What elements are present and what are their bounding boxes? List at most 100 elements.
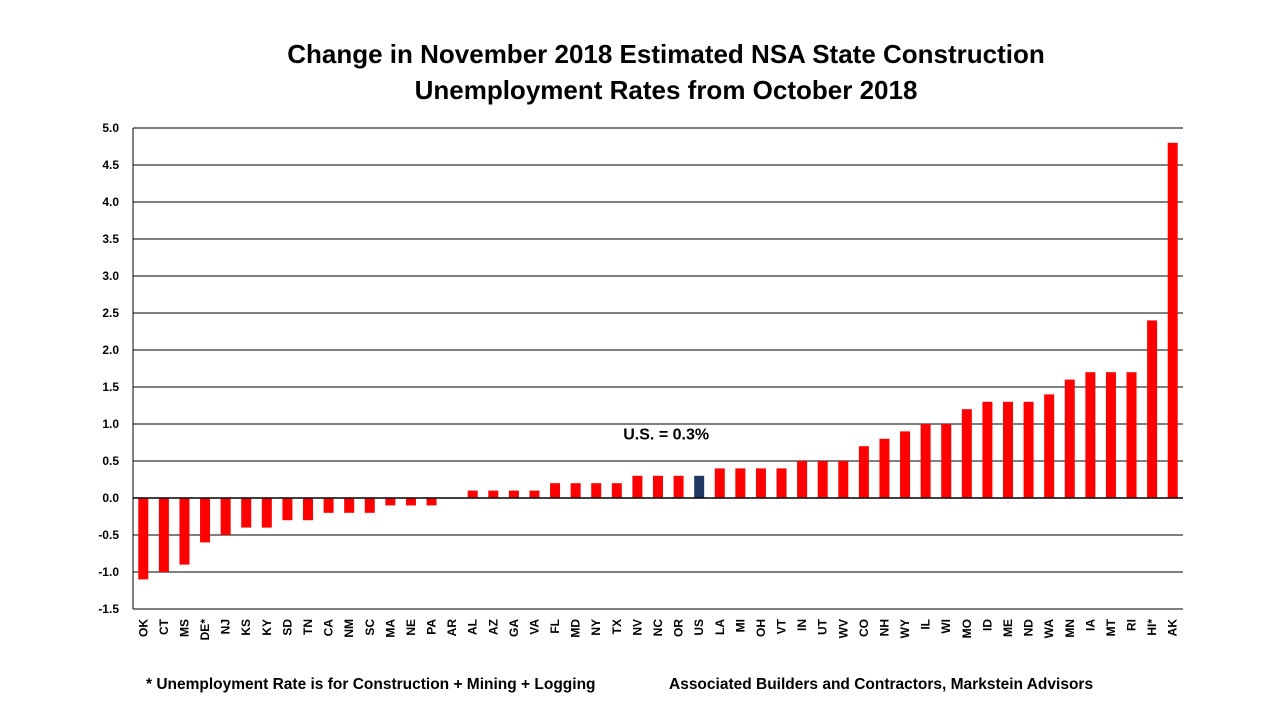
bar-ct — [158, 498, 169, 572]
bar-wi — [941, 424, 952, 498]
x-tick-label: TN — [301, 619, 315, 635]
x-tick-label: OK — [136, 619, 150, 637]
annotations: U.S. = 0.3% — [623, 427, 709, 444]
x-tick-label: IL — [919, 619, 933, 630]
bar-nm — [344, 498, 355, 513]
bar-ri — [1126, 372, 1137, 498]
bar-az — [488, 490, 499, 498]
x-tick-label: WA — [1042, 619, 1056, 639]
x-tick-label: IN — [795, 619, 809, 631]
bar-ny — [591, 483, 602, 498]
bar-ky — [261, 498, 272, 528]
bar-il — [920, 424, 931, 498]
bar-in — [797, 461, 808, 498]
bar-md — [570, 483, 581, 498]
bar-sd — [282, 498, 293, 521]
x-tick-label: IA — [1083, 619, 1097, 631]
bar-ca — [323, 498, 334, 513]
chart-title-line-2: Unemployment Rates from October 2018 — [414, 75, 918, 105]
x-tick-label: MS — [177, 619, 191, 637]
bar-ks — [241, 498, 252, 528]
bar-ia — [1085, 372, 1096, 498]
x-tick-label: CT — [157, 618, 171, 635]
bar-nc — [653, 475, 663, 498]
y-tick-label: 5.0 — [102, 121, 119, 135]
x-tick-label: VA — [527, 619, 541, 635]
x-tick-label: GA — [507, 619, 521, 637]
bar-mt — [1105, 372, 1116, 498]
x-tick-label: CO — [857, 619, 871, 637]
x-tick-label: OH — [754, 619, 768, 637]
y-tick-label: -0.5 — [98, 528, 119, 542]
y-tick-label: -1.0 — [98, 565, 119, 579]
bar-nh — [879, 438, 890, 498]
bar-fl — [550, 483, 561, 498]
y-tick-label: 1.0 — [102, 417, 119, 431]
bar-ma — [385, 498, 396, 506]
x-tick-label: MA — [383, 619, 397, 638]
y-tick-label: 0.5 — [102, 454, 119, 468]
x-tick-label: NC — [651, 619, 665, 637]
x-tick-label: UT — [816, 618, 830, 635]
x-tick-label: MO — [960, 619, 974, 638]
y-tick-label: -1.5 — [98, 602, 119, 616]
x-tick-label: SC — [363, 619, 377, 636]
bars — [138, 142, 1178, 580]
bar-nv — [632, 475, 643, 498]
bar-mi — [735, 468, 746, 498]
bar-wa — [1044, 394, 1055, 498]
x-tick-labels: OK CT MS DE* NJ KS KY SD TN CA NM SC MA NE PA AR AL AZ GA V… — [136, 618, 1179, 640]
y-tick-labels: 5.0 4.5 4.0 3.5 3.0 2.5 2.0 1.5 1.0 0.5 0.0 -0.5 -1.… — [98, 121, 119, 616]
footnote-source: Associated Builders and Contractors, Mar… — [669, 676, 1094, 693]
bar-vt — [776, 468, 787, 498]
x-tick-label: ME — [1001, 619, 1015, 637]
x-tick-label: NV — [630, 619, 644, 636]
bar-oh — [755, 468, 766, 498]
x-tick-label: AL — [466, 619, 480, 635]
x-tick-label: NE — [404, 619, 418, 636]
x-tick-label: SD — [280, 619, 294, 636]
bar-mn — [1064, 379, 1075, 498]
bar-wv — [838, 461, 849, 498]
bar-va — [529, 490, 540, 498]
x-tick-label: KY — [260, 619, 274, 636]
bar-tx — [611, 483, 622, 498]
x-tick-label: TX — [610, 619, 624, 634]
x-tick-label: MT — [1104, 618, 1118, 636]
x-tick-label: AZ — [486, 619, 500, 635]
y-tick-label: 3.5 — [102, 232, 119, 246]
x-tick-label: US — [692, 619, 706, 636]
axes — [132, 128, 1183, 610]
x-tick-label: MD — [569, 619, 583, 638]
bar-ut — [817, 461, 828, 498]
bar-de — [200, 498, 211, 543]
x-tick-label: FL — [548, 619, 562, 634]
x-tick-label: DE* — [198, 619, 212, 641]
x-tick-label: NY — [589, 619, 603, 636]
bar-nd — [1023, 401, 1034, 498]
x-tick-label: PA — [425, 619, 439, 635]
x-tick-label: LA — [713, 619, 727, 635]
bar-id — [982, 401, 993, 498]
x-tick-label: HI* — [1145, 619, 1159, 636]
x-tick-label: MI — [733, 619, 747, 632]
x-tick-label: WI — [939, 619, 953, 634]
us-annotation: U.S. = 0.3% — [623, 427, 709, 444]
bar-nj — [220, 498, 231, 535]
x-tick-label: KS — [239, 619, 253, 636]
bar-pa — [426, 498, 437, 506]
bar-hi — [1147, 320, 1158, 498]
bar-me — [1003, 401, 1013, 498]
x-tick-label: CA — [322, 619, 336, 637]
bar-us — [694, 475, 705, 498]
y-tick-label: 1.5 — [102, 380, 119, 394]
x-tick-label: VT — [775, 618, 789, 634]
x-tick-label: AK — [1166, 619, 1180, 637]
bar-sc — [364, 498, 375, 513]
bar-mo — [961, 409, 972, 498]
bar-ms — [179, 498, 190, 565]
y-tick-label: 4.5 — [102, 158, 119, 172]
y-tick-label: 3.0 — [102, 269, 119, 283]
x-tick-label: AR — [445, 619, 459, 637]
